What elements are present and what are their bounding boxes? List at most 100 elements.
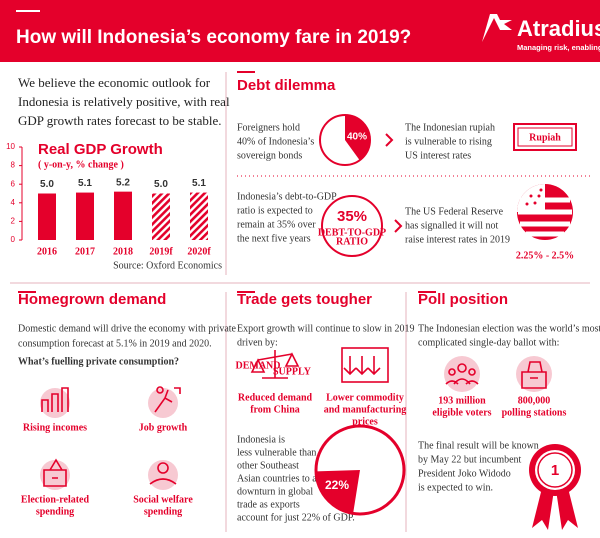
poll-icons — [445, 361, 547, 389]
section-heading: Debt dilemma — [237, 77, 336, 94]
factor-label: from China — [250, 404, 300, 415]
body-text: driven by: — [237, 337, 278, 348]
body-text: The final result will be known — [418, 440, 539, 451]
value-label: 5.1 — [78, 178, 92, 189]
body-text: remain at 35% over — [237, 219, 316, 230]
ratio-circle — [321, 195, 383, 257]
driver-label: Social welfare — [133, 494, 193, 505]
ratio-caption: DEBT-TO-GDP — [318, 227, 386, 238]
driver-label: Job growth — [139, 422, 188, 433]
brand-logo — [482, 14, 512, 42]
body-text: other Southeast — [237, 460, 299, 471]
arrows — [385, 133, 403, 233]
body-text: The US Federal Reserve — [405, 206, 504, 217]
section-heading: Poll position — [418, 291, 508, 308]
body-text: trade as exports — [237, 499, 300, 510]
rupiah-icon — [517, 127, 573, 147]
body-text: has signalled it will not — [405, 220, 499, 231]
us-flag-icon — [517, 184, 573, 240]
share-wedge — [316, 470, 360, 514]
body-text: President Joko Widodo — [418, 468, 511, 479]
medal-number: 1 — [551, 462, 559, 479]
body-text: is vulnerable to rising — [405, 136, 492, 147]
body-text: ratio is expected to — [237, 205, 313, 216]
body-text: consumption forecast at 5.1% in 2019 and… — [18, 338, 212, 349]
body-text: downturn in global — [237, 486, 313, 497]
value-label: 5.0 — [154, 179, 168, 190]
y-tick-label: 4 — [11, 198, 16, 207]
x-tick-label: 2016 — [37, 246, 57, 257]
medal-icon — [529, 444, 581, 530]
bar — [76, 192, 94, 240]
body-text: US interest rates — [405, 150, 471, 161]
stat-label: 800,000 — [518, 395, 551, 406]
bar — [190, 192, 208, 240]
trade-icons — [250, 347, 389, 383]
body-text: sovereign bonds — [237, 150, 302, 161]
body-text: account for just 22% of GDP. — [237, 512, 355, 523]
poll-icons — [444, 356, 552, 392]
x-tick-label: 2017 — [75, 246, 95, 257]
x-tick-label: 2019f — [149, 246, 173, 257]
y-tick-label: 0 — [11, 235, 16, 244]
driver-icons — [40, 388, 178, 490]
y-tick-label: 6 — [11, 179, 16, 188]
body-text: Export growth will continue to slow in 2… — [237, 323, 415, 334]
question: What’s fuelling private consumption? — [18, 356, 179, 367]
stat-label: 193 million — [438, 395, 486, 406]
body-text: is expected to win. — [418, 482, 493, 493]
chart-source: Source: Oxford Economics — [113, 260, 222, 271]
scale-label: SUPPLY — [273, 366, 312, 377]
rupiah-label: Rupiah — [529, 132, 561, 143]
header-bar — [0, 0, 600, 62]
y-tick-label: 10 — [6, 142, 15, 151]
rate-range: 2.25% - 2.5% — [516, 250, 574, 261]
stat-label: polling stations — [502, 407, 567, 418]
body-text: Domestic demand will drive the economy w… — [18, 323, 237, 334]
body-text: Asian countries to a — [237, 473, 317, 484]
y-tick-label: 2 — [11, 217, 16, 226]
share-ring — [314, 424, 406, 516]
ratio-caption: RATIO — [336, 236, 368, 247]
chart-subtitle: ( y-on-y, % change ) — [38, 159, 124, 170]
stat-label: eligible voters — [432, 407, 491, 418]
body-text: The Indonesian election was the world’s … — [418, 323, 600, 334]
section-heading: Trade gets tougher — [237, 291, 372, 308]
x-tick-label: 2020f — [187, 246, 211, 257]
scale-label: DEMAND — [236, 360, 281, 371]
intro-text: We believe the economic outlook for — [18, 75, 211, 90]
body-text: The Indonesian rupiah — [405, 122, 495, 133]
driver-label: spending — [36, 506, 74, 517]
section-heading: Homegrown demand — [18, 291, 166, 308]
factor-label: prices — [352, 416, 378, 427]
body-text: raise interest rates in 2019 — [405, 234, 510, 245]
driver-icons — [41, 386, 181, 487]
driver-label: Rising incomes — [23, 422, 87, 433]
driver-label: spending — [144, 506, 182, 517]
intro-text: Indonesia is relatively positive, with r… — [18, 94, 230, 109]
driver-label: Election-related — [21, 494, 90, 505]
value-label: 5.1 — [192, 178, 206, 189]
share-wedge — [345, 115, 370, 161]
body-text: the next five years — [237, 233, 311, 244]
bar — [152, 193, 170, 240]
share-label: 40% — [347, 132, 367, 143]
body-text: 40% of Indonesia’s — [237, 136, 314, 147]
body-text: Indonesia is — [237, 434, 285, 445]
body-text: Foreigners hold — [237, 122, 300, 133]
x-tick-label: 2018 — [113, 246, 133, 257]
bar — [38, 193, 56, 240]
page-title: How will Indonesia’s economy fare in 201… — [16, 27, 411, 48]
body-text: Indonesia’s debt-to-GDP — [237, 191, 337, 202]
bar — [114, 191, 132, 240]
share-label: 22% — [325, 478, 349, 492]
intro-text: GDP growth rates forecast to be stable. — [18, 113, 222, 128]
value-label: 5.0 — [40, 179, 54, 190]
brand-tagline: Managing risk, enabling trade — [517, 43, 600, 52]
body-text: by May 22 but incumbent — [418, 454, 522, 465]
body-text: less vulnerable than — [237, 447, 316, 458]
body-text: complicated single-day ballot with: — [418, 337, 559, 348]
factor-label: Lower commodity — [326, 392, 404, 403]
section-rules — [18, 71, 436, 293]
ratio-value: 35% — [337, 208, 367, 225]
